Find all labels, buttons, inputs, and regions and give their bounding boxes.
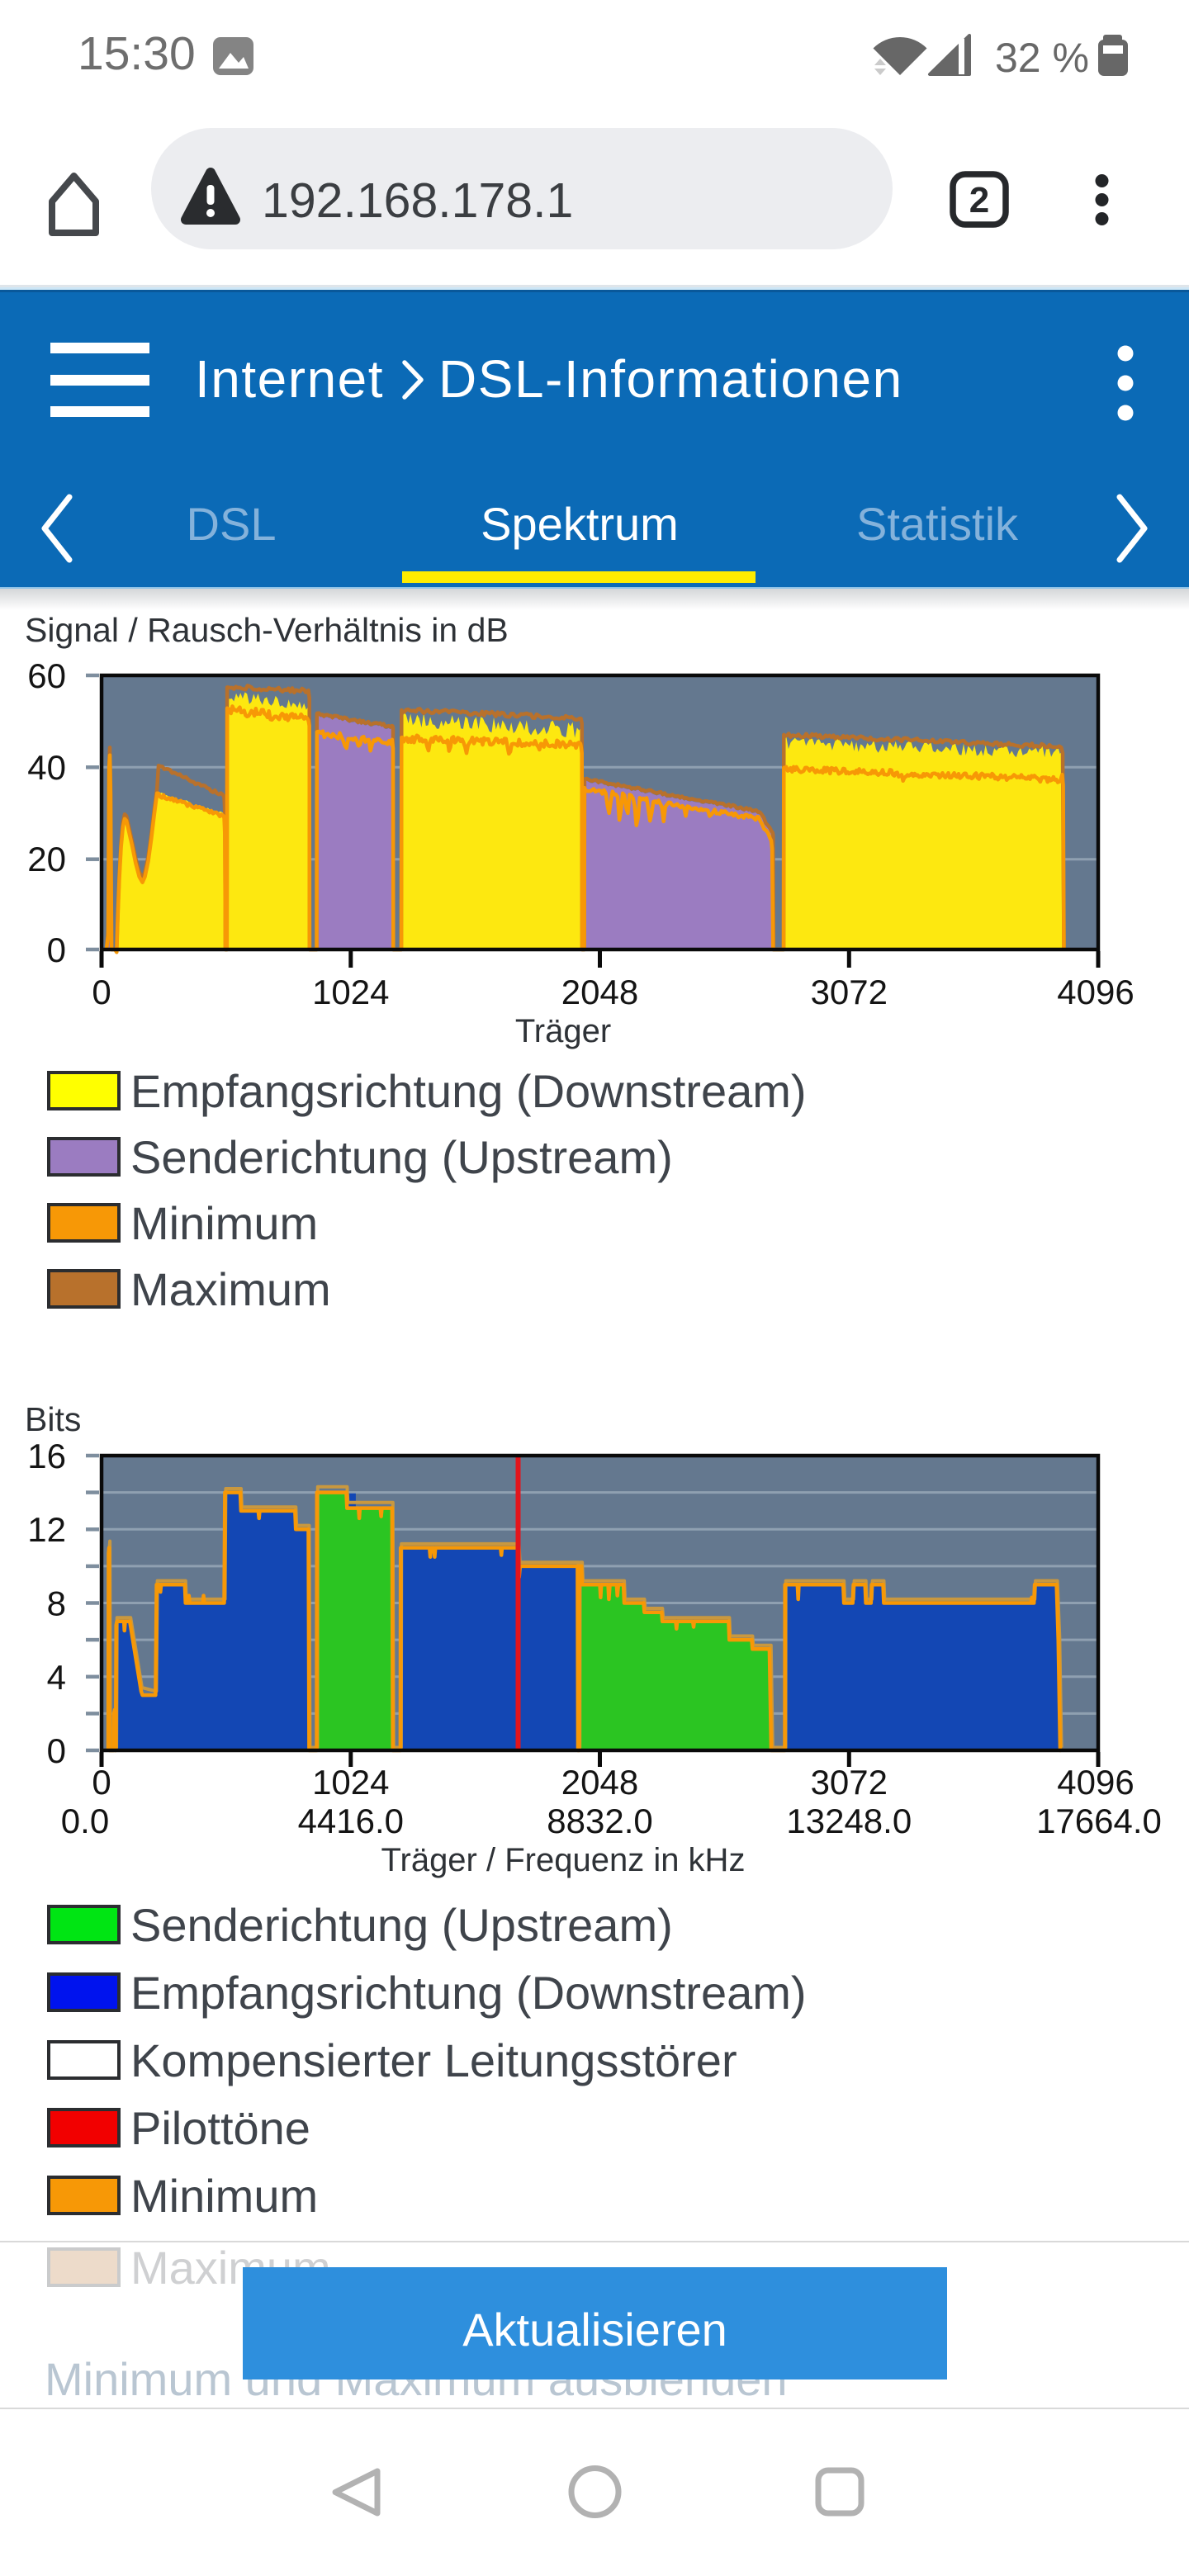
svg-text:Träger: Träger (515, 1013, 611, 1049)
svg-text:2048: 2048 (561, 973, 638, 1011)
svg-text:3072: 3072 (811, 973, 888, 1011)
svg-text:8832.0: 8832.0 (547, 1802, 652, 1840)
svg-text:40: 40 (27, 748, 66, 787)
svg-text:8: 8 (47, 1584, 66, 1623)
svg-text:Signal / Rausch-Verhältnis in: Signal / Rausch-Verhältnis in dB (25, 611, 509, 649)
svg-text:60: 60 (27, 656, 66, 695)
svg-text:2048: 2048 (561, 1763, 638, 1802)
svg-text:0: 0 (47, 930, 66, 969)
svg-text:4096: 4096 (1057, 1763, 1134, 1802)
svg-text:20: 20 (27, 840, 66, 878)
svg-text:4096: 4096 (1057, 973, 1134, 1011)
svg-text:Träger / Frequenz in kHz: Träger / Frequenz in kHz (381, 1842, 746, 1878)
svg-text:3072: 3072 (811, 1763, 888, 1802)
svg-text:1024: 1024 (312, 973, 389, 1011)
svg-text:2: 2 (969, 180, 989, 220)
svg-text:0: 0 (92, 1763, 111, 1802)
svg-text:12: 12 (27, 1510, 66, 1549)
svg-text:17664.0: 17664.0 (1036, 1802, 1162, 1840)
svg-text:1024: 1024 (312, 1763, 389, 1802)
svg-text:0: 0 (47, 1731, 66, 1770)
svg-text:16: 16 (27, 1437, 66, 1475)
svg-text:4416.0: 4416.0 (298, 1802, 404, 1840)
svg-text:Bits: Bits (25, 1400, 81, 1438)
svg-text:0.0: 0.0 (61, 1802, 109, 1840)
svg-text:4: 4 (47, 1658, 66, 1697)
svg-text:13248.0: 13248.0 (786, 1802, 912, 1840)
svg-text:0: 0 (92, 973, 111, 1011)
